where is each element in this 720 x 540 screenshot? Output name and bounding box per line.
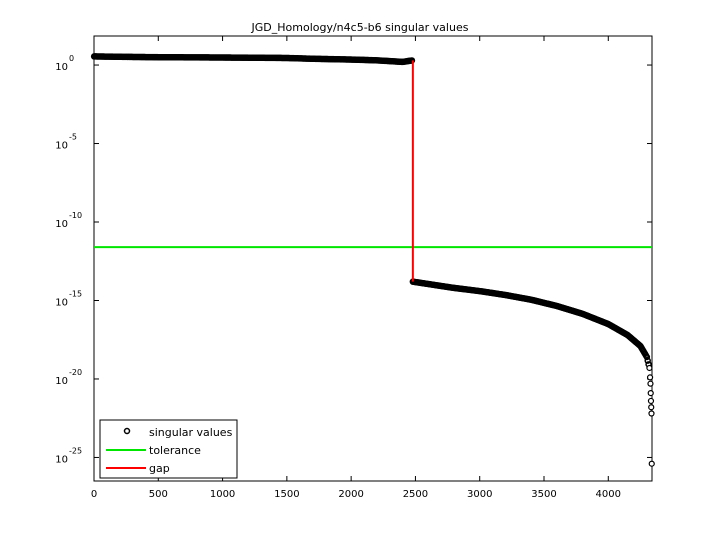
y-tick-label: 10 — [55, 219, 68, 230]
legend-label: gap — [149, 462, 170, 475]
x-tick-label: 4000 — [596, 489, 621, 500]
y-tick-exponent: -5 — [69, 133, 77, 142]
legend-marker-circle-icon — [123, 427, 131, 435]
singular-values-series — [90, 53, 655, 467]
y-tick-label: 10 — [55, 62, 68, 73]
x-tick-label: 500 — [149, 489, 168, 500]
y-tick-label: 10 — [55, 454, 68, 465]
legend-label: singular values — [149, 426, 233, 439]
y-tick-exponent: -25 — [69, 446, 82, 455]
y-tick-exponent: -10 — [69, 211, 82, 220]
x-tick-label: 1000 — [210, 489, 235, 500]
x-tick-label: 2000 — [338, 489, 363, 500]
y-tick-exponent: -15 — [69, 289, 82, 298]
plot-area — [93, 35, 653, 482]
y-tick-label: 10 — [55, 141, 68, 152]
x-tick-label: 3000 — [467, 489, 492, 500]
x-tick-label: 2500 — [403, 489, 428, 500]
legend-label: tolerance — [149, 444, 201, 457]
chart-title: JGD_Homology/n4c5-b6 singular values — [251, 21, 469, 34]
y-tick-label: 10 — [55, 297, 68, 308]
x-tick-label: 1500 — [274, 489, 299, 500]
y-tick-exponent: -20 — [69, 368, 82, 377]
x-tick-label: 3500 — [531, 489, 556, 500]
x-tick-label: 0 — [91, 489, 97, 500]
y-tick-exponent: 0 — [69, 54, 74, 63]
y-tick-label: 10 — [55, 376, 68, 387]
